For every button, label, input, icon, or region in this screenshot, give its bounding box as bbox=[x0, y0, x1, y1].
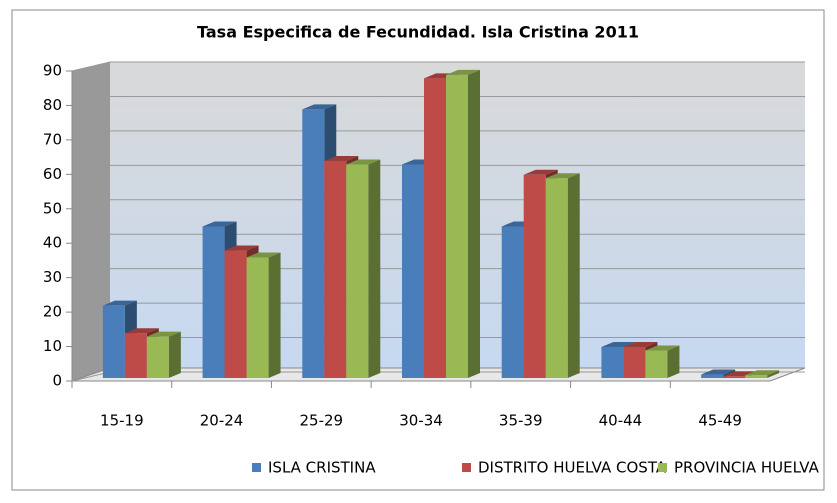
bar-face bbox=[767, 370, 780, 378]
bar bbox=[545, 173, 580, 378]
bar-face bbox=[146, 331, 181, 337]
grid-line bbox=[71, 95, 805, 106]
bar-face bbox=[523, 169, 558, 175]
bar-face bbox=[124, 328, 159, 334]
bar bbox=[645, 345, 680, 378]
bar-face bbox=[545, 173, 580, 179]
y-tick-label: 0 bbox=[52, 372, 62, 390]
bar-face bbox=[346, 164, 369, 378]
y-tick-label: 90 bbox=[43, 62, 62, 80]
bar-face bbox=[701, 374, 724, 378]
bar-face bbox=[645, 345, 680, 351]
bar-face bbox=[645, 350, 668, 378]
bar-face bbox=[168, 331, 181, 378]
bar-face bbox=[224, 250, 247, 378]
x-tick-label: 20-24 bbox=[200, 412, 244, 430]
bar bbox=[446, 69, 480, 378]
legend-swatch bbox=[252, 463, 261, 472]
bar-face bbox=[302, 104, 337, 110]
legend-swatch bbox=[658, 463, 667, 472]
y-tick-label: 50 bbox=[43, 199, 62, 217]
bar-face bbox=[102, 305, 125, 378]
bar-face bbox=[523, 174, 546, 378]
bar-face bbox=[723, 371, 758, 377]
x-tick-label: 15-19 bbox=[100, 412, 144, 430]
bar bbox=[346, 159, 381, 378]
bar bbox=[246, 252, 281, 378]
bar-face bbox=[424, 78, 446, 378]
bar-face bbox=[623, 342, 658, 347]
bar-face bbox=[745, 375, 768, 378]
x-tick-label: 40-44 bbox=[599, 412, 643, 430]
bar-face bbox=[701, 369, 736, 375]
y-tick-label: 30 bbox=[43, 268, 62, 286]
bar-face bbox=[368, 159, 381, 378]
legend-label: DISTRITO HUELVA COSTA bbox=[478, 459, 667, 477]
x-tick-label: 30-34 bbox=[399, 412, 443, 430]
bar-face bbox=[745, 370, 780, 376]
bar-face bbox=[102, 300, 137, 306]
y-tick-label: 20 bbox=[43, 303, 62, 321]
bar-face bbox=[324, 161, 347, 378]
bar-face bbox=[246, 257, 269, 378]
x-tick-label: 25-29 bbox=[299, 412, 343, 430]
bar-face bbox=[446, 69, 480, 75]
bar-face bbox=[446, 74, 468, 378]
side-wall bbox=[72, 62, 110, 381]
bar-face bbox=[545, 178, 568, 378]
bar bbox=[745, 370, 780, 378]
y-tick-label: 80 bbox=[43, 96, 62, 114]
bar-face bbox=[623, 347, 646, 378]
bar-face bbox=[667, 345, 680, 378]
chart-title: Tasa Especifica de Fecundidad. Isla Cris… bbox=[197, 23, 639, 42]
legend-label: ISLA CRISTINA bbox=[268, 459, 376, 477]
bar-face bbox=[246, 252, 281, 258]
bar-face bbox=[202, 221, 237, 227]
bar-face bbox=[346, 159, 381, 165]
bar-face bbox=[302, 109, 325, 378]
y-tick-label: 60 bbox=[43, 165, 62, 183]
legend-swatch bbox=[462, 463, 471, 472]
y-tick-label: 70 bbox=[43, 130, 62, 148]
y-tick-label: 40 bbox=[43, 234, 62, 252]
x-tick-label: 35-39 bbox=[499, 412, 543, 430]
bar-face bbox=[468, 69, 480, 378]
x-tick-label: 45-49 bbox=[698, 412, 742, 430]
bar-face bbox=[268, 252, 281, 378]
bar-face bbox=[146, 336, 169, 378]
legend-label: PROVINCIA HUELVA bbox=[674, 459, 820, 477]
bar-face bbox=[501, 226, 524, 378]
bar-face bbox=[567, 173, 580, 378]
bar-face bbox=[601, 347, 624, 378]
bar-face bbox=[601, 342, 636, 347]
bar-face bbox=[324, 156, 359, 161]
bar-face bbox=[202, 226, 225, 378]
y-tick-label: 10 bbox=[43, 337, 62, 355]
grid-line bbox=[71, 164, 805, 175]
bar-face bbox=[224, 245, 259, 251]
bar bbox=[146, 331, 181, 378]
grid-line bbox=[71, 130, 805, 141]
bar-face bbox=[402, 164, 424, 378]
bar-face bbox=[723, 376, 746, 378]
grid-line bbox=[71, 61, 805, 72]
bar-face bbox=[124, 333, 147, 378]
